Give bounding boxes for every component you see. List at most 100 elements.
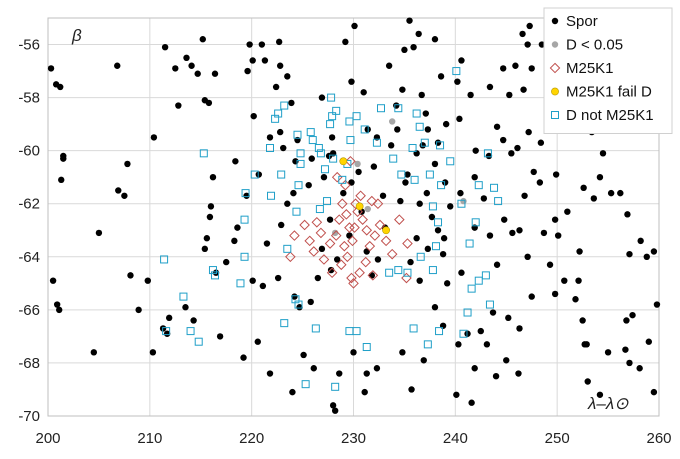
data-point (336, 198, 348, 210)
y-tick-label: -64 (18, 249, 40, 266)
data-point (474, 276, 483, 285)
data-point (367, 270, 379, 281)
data-point (394, 126, 401, 133)
data-point (244, 67, 251, 75)
data-point (402, 179, 409, 186)
data-point (489, 309, 497, 316)
data-point (186, 327, 195, 336)
data-point (289, 388, 296, 396)
data-point (508, 150, 515, 157)
data-point (536, 179, 544, 186)
data-point (636, 365, 643, 372)
legend-entry: D < 0.05 (551, 37, 623, 54)
data-point (364, 205, 371, 213)
data-point (446, 157, 455, 166)
data-point (211, 70, 219, 77)
data-point (255, 171, 262, 178)
data-point (389, 154, 398, 163)
data-point (471, 365, 478, 372)
data-point (323, 197, 332, 206)
data-point (385, 62, 393, 69)
data-point (346, 272, 357, 284)
data-point (205, 99, 213, 107)
data-point (515, 370, 522, 377)
data-point (369, 230, 381, 241)
data-point (308, 136, 317, 145)
data-point (57, 83, 64, 91)
data-point (360, 256, 372, 268)
data-point (408, 144, 417, 153)
data-point (216, 333, 224, 340)
data-point (436, 141, 445, 150)
data-point (318, 245, 326, 253)
data-point (494, 197, 503, 206)
data-point (382, 226, 390, 235)
data-point (452, 67, 461, 76)
data-point (459, 329, 468, 338)
data-point (274, 274, 282, 282)
data-point (316, 149, 325, 158)
data-point (376, 104, 385, 113)
data-point (294, 181, 303, 190)
data-point (387, 142, 395, 149)
data-point (401, 272, 412, 284)
data-point (561, 277, 568, 284)
data-point (519, 30, 526, 38)
series-d-not-m25k1 (160, 67, 503, 391)
data-point (472, 147, 479, 154)
data-point (401, 46, 408, 54)
data-point (280, 144, 287, 152)
data-point (437, 73, 445, 80)
data-point (360, 89, 367, 96)
data-point (524, 41, 531, 48)
data-point (344, 222, 355, 233)
data-point (292, 207, 301, 216)
data-point (283, 244, 292, 253)
data-point (127, 272, 134, 279)
data-point (338, 175, 347, 184)
data-point (437, 181, 446, 190)
data-point (435, 327, 444, 336)
data-point (492, 373, 500, 380)
data-point (454, 78, 461, 85)
data-point (207, 203, 215, 210)
data-point (596, 174, 604, 181)
data-point (329, 402, 337, 409)
data-point (161, 43, 169, 51)
data-point (505, 314, 512, 322)
data-point (463, 308, 472, 317)
data-point (296, 149, 305, 158)
data-point (339, 157, 348, 166)
legend-label: Spor (566, 13, 598, 30)
y-tick-label: -56 (18, 37, 40, 54)
data-point (431, 36, 439, 43)
legend-marker (551, 87, 559, 96)
data-point (431, 304, 439, 311)
data-point (232, 158, 239, 165)
data-point (363, 248, 370, 255)
data-point (397, 197, 404, 205)
data-point (516, 227, 523, 234)
data-point (345, 327, 354, 336)
data-point (345, 117, 354, 126)
data-point (326, 120, 335, 129)
data-point (241, 189, 250, 198)
data-point (190, 317, 197, 324)
data-point (471, 218, 480, 227)
data-point (135, 306, 142, 314)
data-point (124, 160, 131, 168)
data-point (121, 192, 128, 199)
data-point (503, 357, 510, 364)
data-point (208, 266, 217, 275)
data-point (481, 271, 490, 280)
data-point (455, 341, 462, 348)
data-point (499, 136, 507, 144)
data-point (351, 22, 358, 30)
data-point (447, 203, 454, 210)
legend-marker (551, 41, 559, 48)
data-point (201, 245, 209, 253)
legend: Spor D < 0.05 M25K1 M25K1 fail D D not M25K1 (543, 7, 673, 134)
data-point (443, 280, 451, 287)
